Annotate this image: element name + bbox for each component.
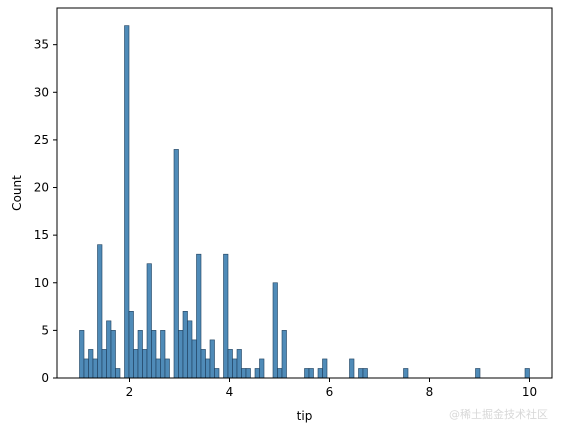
histogram-bar: [97, 244, 103, 379]
histogram-bar: [151, 330, 157, 379]
histogram-bar: [160, 330, 166, 379]
y-axis-ticks: 0 5 10 15 20 25 30 35: [34, 38, 57, 385]
histogram-bar: [101, 349, 107, 379]
histogram-bar: [92, 358, 98, 379]
x-tick-label: 10: [522, 385, 537, 399]
y-tick-label: 25: [34, 133, 49, 147]
histogram-bar: [178, 330, 184, 379]
y-tick-label: 0: [41, 371, 49, 385]
y-tick-label: 30: [34, 85, 49, 99]
histogram-bar: [362, 368, 368, 379]
histogram-bar: [88, 349, 94, 379]
histogram-bar: [124, 25, 130, 379]
histogram-bar: [223, 253, 229, 379]
y-tick-label: 35: [34, 38, 49, 52]
x-axis-label: tip: [297, 409, 313, 423]
histogram-bar: [182, 311, 188, 379]
histogram-bar: [209, 339, 215, 379]
histogram-bar: [79, 330, 85, 379]
histogram-bar: [358, 368, 364, 379]
x-axis-ticks: 2 4 6 8 10: [126, 378, 537, 399]
plot-area: [57, 8, 552, 378]
y-tick-label: 15: [34, 228, 49, 242]
x-tick-label: 4: [226, 385, 234, 399]
histogram-bar: [322, 358, 328, 379]
y-tick-label: 5: [41, 323, 49, 337]
histogram-bar: [106, 320, 112, 379]
y-axis-label: Count: [10, 175, 24, 211]
x-tick-label: 2: [126, 385, 134, 399]
histogram-bar: [349, 358, 355, 379]
histogram-bar: [196, 253, 202, 379]
histogram-bar: [524, 368, 530, 379]
histogram-bar: [241, 368, 247, 379]
y-tick-label: 20: [34, 181, 49, 195]
histogram-bar: [245, 368, 251, 379]
histogram-bar: [317, 368, 323, 379]
plot-frame: [56, 7, 553, 379]
histogram-bar: [191, 339, 197, 379]
histogram-bar: [173, 149, 179, 379]
x-tick-label: 8: [426, 385, 434, 399]
histogram-bar: [259, 358, 265, 379]
histogram-bar: [475, 368, 481, 379]
y-tick-label: 10: [34, 276, 49, 290]
histogram-bar: [403, 368, 409, 379]
histogram-bar: [142, 349, 148, 379]
histogram-bar: [115, 368, 121, 379]
histogram-bar: [133, 349, 139, 379]
histogram-bar: [200, 349, 206, 379]
histogram-bar: [128, 311, 134, 379]
histogram-bar: [205, 358, 211, 379]
histogram-bar: [304, 368, 310, 379]
watermark: @稀土掘金技术社区: [449, 408, 548, 421]
histogram-bar: [187, 320, 193, 379]
histogram-bar: [227, 349, 233, 379]
histogram-bar: [254, 368, 260, 379]
histogram-bar: [277, 368, 283, 379]
histogram-bar: [308, 368, 314, 379]
histogram-bar: [232, 358, 238, 379]
histogram-bar: [236, 349, 242, 379]
histogram-bar: [146, 263, 152, 379]
x-tick-label: 6: [326, 385, 334, 399]
histogram-bar: [83, 358, 89, 379]
histogram-bar: [155, 358, 161, 379]
histogram-bar: [110, 330, 116, 379]
histogram-bar: [164, 358, 170, 379]
histogram-bar: [137, 330, 143, 379]
histogram-bar: [281, 330, 287, 379]
histogram-bar: [272, 282, 278, 379]
histogram-bar: [214, 368, 220, 379]
